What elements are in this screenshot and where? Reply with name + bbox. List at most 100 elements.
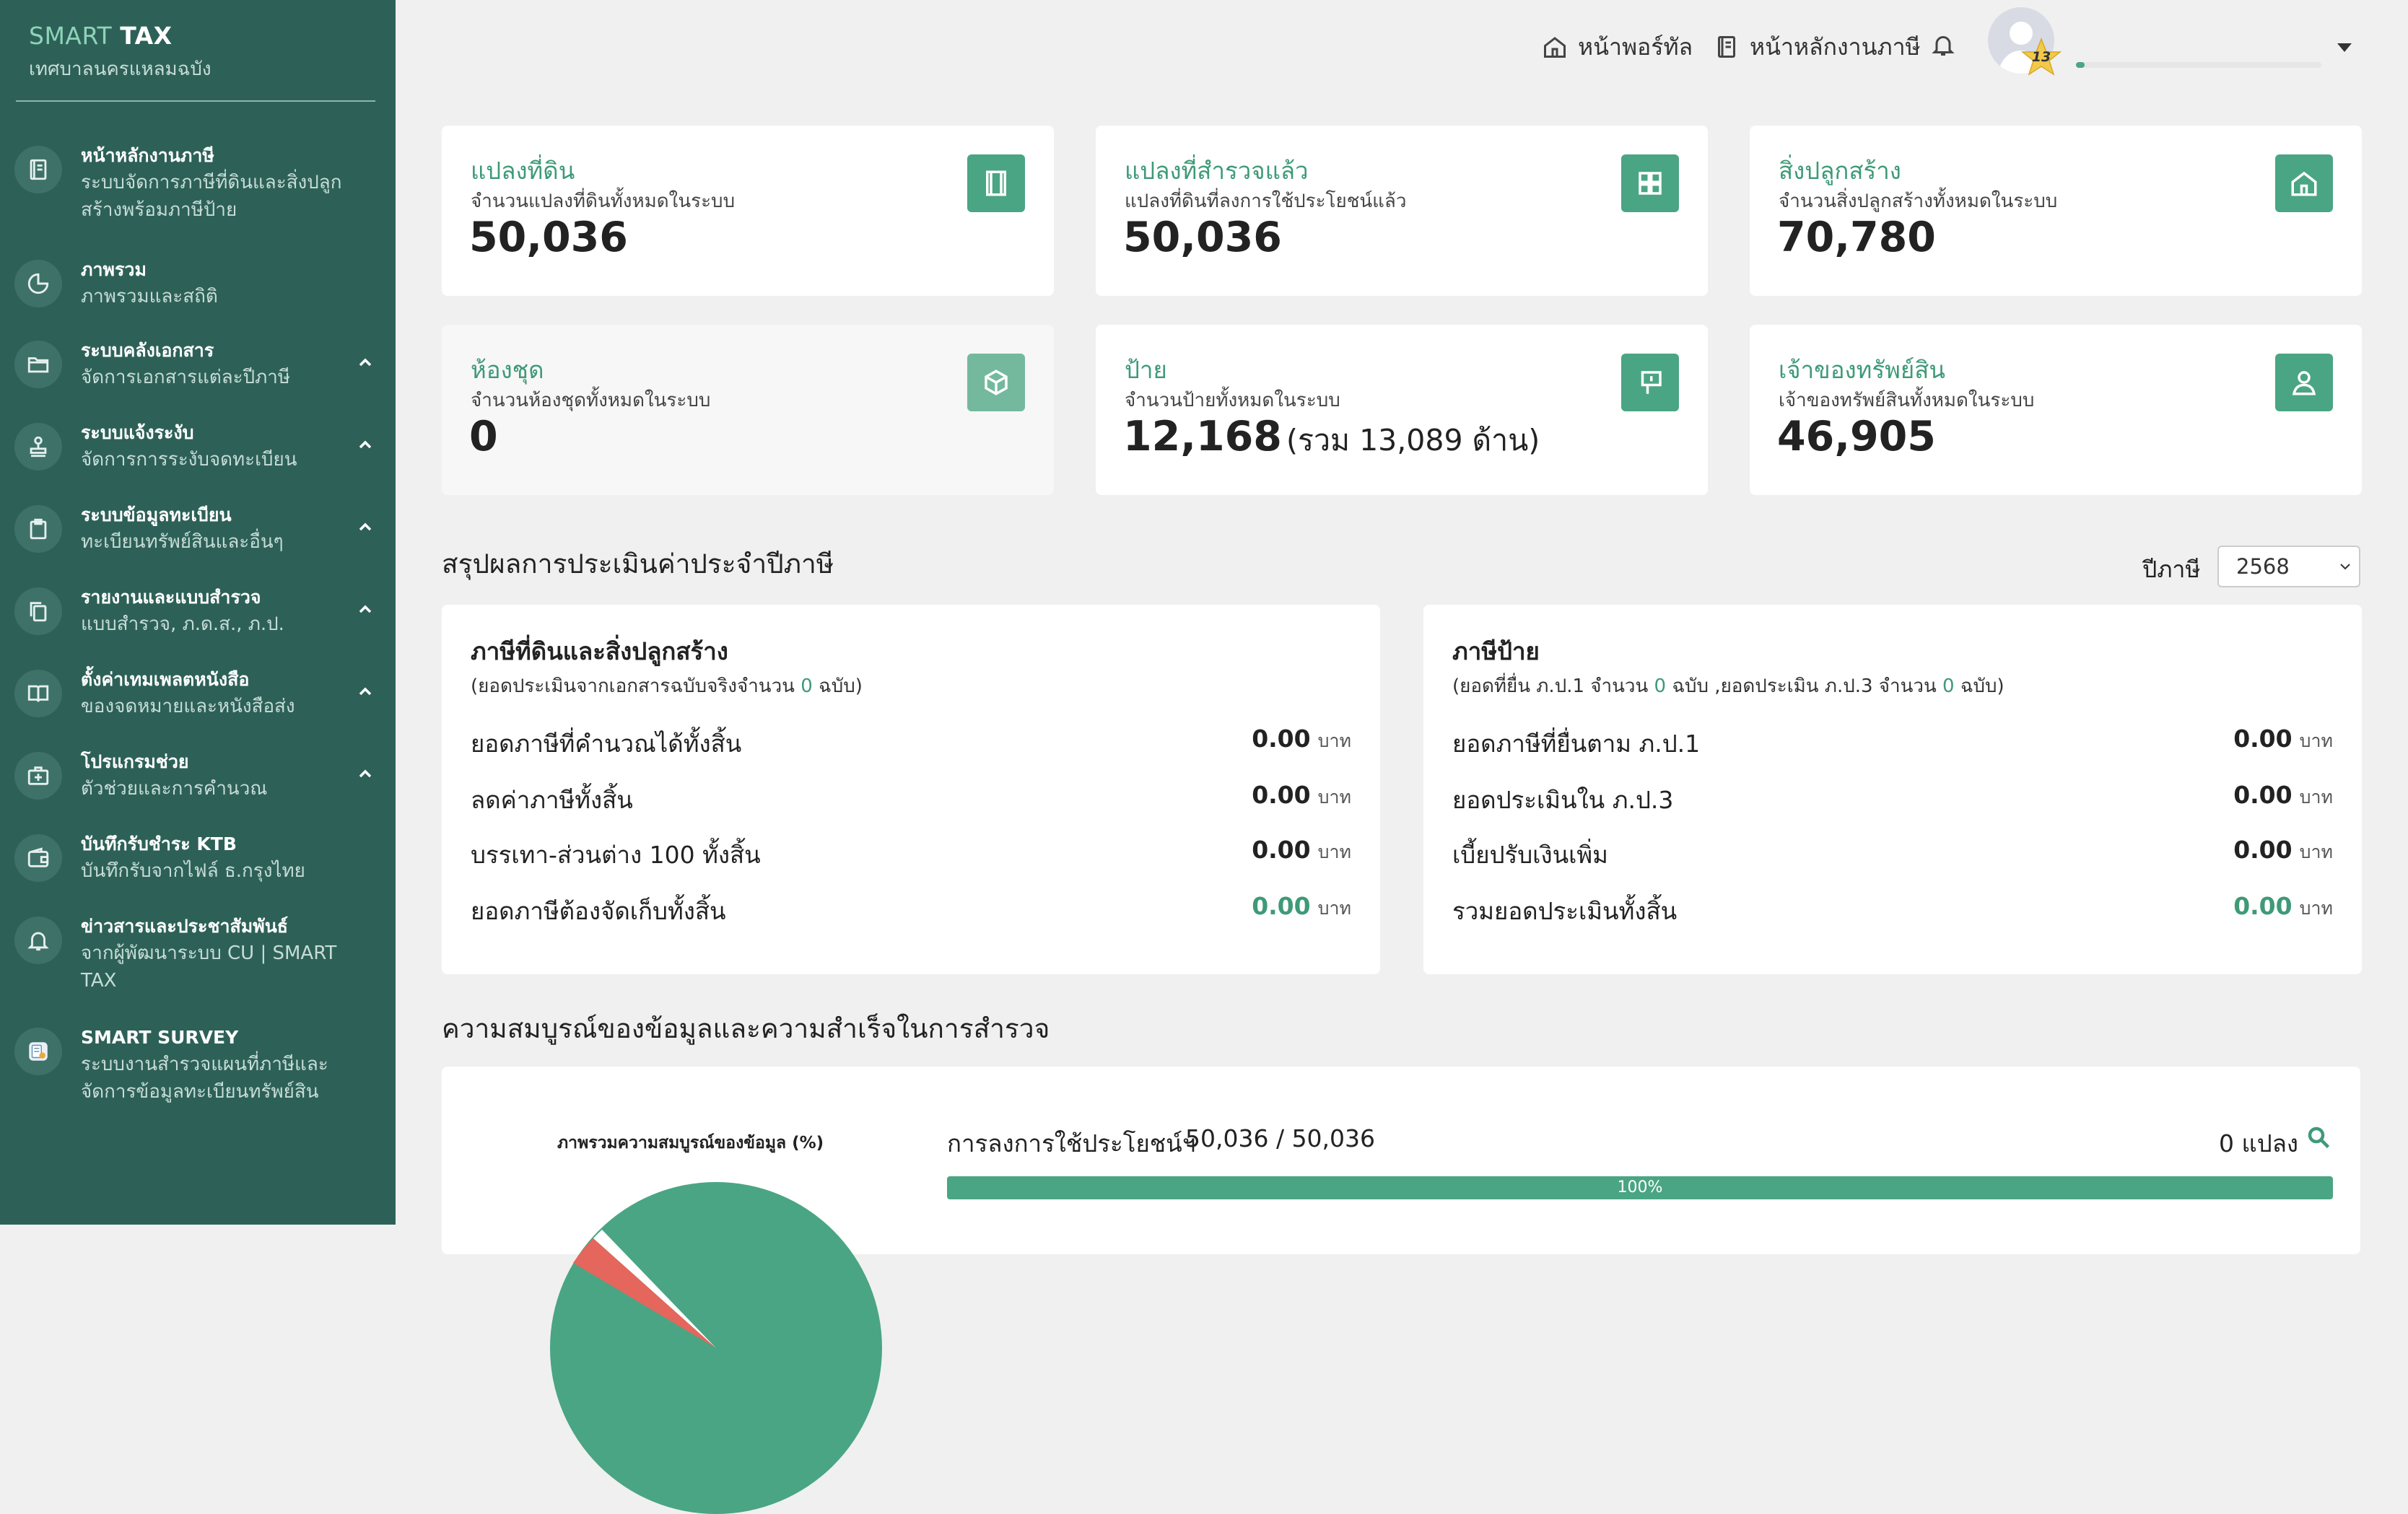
sidebar-item-subtitle: จากผู้พัฒนาระบบ CU | SMART TAX [81,942,337,992]
sidebar-item-title: หน้าหลักงานภาษี [81,145,214,166]
sign-tax-title: ภาษีป้าย [1452,637,1540,665]
house-icon [2275,154,2333,212]
chevron-up-icon[interactable] [357,354,374,371]
sidebar-item-title: ข่าวสารและประชาสัมพันธ์ [81,916,289,937]
chevron-up-icon[interactable] [357,518,374,535]
stat-value: 46,905 [1777,413,1936,460]
stat-subtitle: จำนวนสิ่งปลูกสร้างทั้งหมดในระบบ [1779,191,2058,212]
stat-title: สิ่งปลูกสร้าง [1779,157,1901,185]
completeness-card: ภาพรวมความสมบูรณ์ของข้อมูล (%) การลงการใ… [442,1067,2360,1514]
portal-link[interactable]: หน้าพอร์ทัล [1542,29,1693,65]
pie-chart-icon [14,260,62,307]
chevron-up-icon[interactable] [357,436,374,453]
stat-subtitle: จำนวนห้องชุดทั้งหมดในระบบ [471,390,711,411]
chevron-up-icon[interactable] [357,600,374,618]
sidebar-item-title: บันทึกรับชำระ KTB [81,833,237,854]
brand-title: SMART TAX [29,22,211,50]
land-row-label: ยอดภาษีต้องจัดเก็บทั้งสิ้น [471,897,726,925]
land-tax-title: ภาษีที่ดินและสิ่งปลูกสร้าง [471,637,728,665]
sidebar-item-subtitle: ระบบจัดการภาษีที่ดินและสิ่งปลูกสร้างพร้อ… [81,172,342,221]
sidebar-item-subtitle: แบบสำรวจ, ภ.ด.ส., ภ.ป. [81,613,284,635]
stat-subtitle: จำนวนแปลงที่ดินทั้งหมดในระบบ [471,191,736,212]
chevron-up-icon[interactable] [357,683,374,700]
plots-count: 0 แปลง [2219,1129,2299,1158]
sidebar: SMART TAX เทศบาลนครแหลมฉบัง หน้าหลักงานภ… [0,0,396,1225]
land-tax-note: (ยอดประเมินจากเอกสารฉบับจริงจำนวน 0 ฉบับ… [471,675,863,697]
stat-value: 0 [469,413,498,460]
xp-progress-bar [2076,62,2321,68]
stat-card-surveyed-plots[interactable]: แปลงที่สำรวจแล้ว แปลงที่ดินที่ลงการใช้ปร… [1096,126,1708,296]
stat-extra: (รวม 13,089 ด้าน) [1286,423,1540,458]
stamp-icon [14,423,62,471]
sidebar-item-subtitle: บันทึกรับจากไฟล์ ธ.กรุงไทย [81,860,305,882]
stat-title: เจ้าของทรัพย์สิน [1779,356,1945,384]
stat-value: 12,168 (รวม 13,089 ด้าน) [1123,413,1540,464]
completeness-chart-label: ภาพรวมความสมบูรณ์ของข้อมูล (%) [557,1134,824,1152]
book-icon [14,146,62,193]
copy-icon [14,587,62,635]
sign-row-amount: 0.00 บาท [2233,892,2333,920]
land-tax-card: ภาษีที่ดินและสิ่งปลูกสร้าง (ยอดประเมินจา… [442,605,1380,974]
stat-card-signs[interactable]: ป้าย จำนวนป้ายทั้งหมดในระบบ 12,168 (รวม 1… [1096,325,1708,495]
notification-bell-icon[interactable] [1930,32,1959,61]
search-icon[interactable] [2306,1124,2334,1153]
assessment-title: สรุปผลการประเมินค่าประจำปีภาษี [442,548,834,579]
land-row-label: ยอดภาษีที่คำนวณได้ทั้งสิ้น [471,730,742,758]
usage-progress-bar: 100% [947,1176,2333,1199]
sidebar-divider [16,100,375,102]
bell-icon [14,916,62,964]
wallet-icon [14,834,62,882]
year-value: 2568 [2236,554,2290,579]
stat-card-buildings[interactable]: สิ่งปลูกสร้าง จำนวนสิ่งปลูกสร้างทั้งหมดใ… [1750,126,2362,296]
sidebar-item-subtitle: ตัวช่วยและการคำนวณ [81,778,268,800]
document-icon [967,154,1025,212]
user-icon [2275,354,2333,411]
land-row-amount: 0.00 บาท [1252,892,1351,920]
stat-card-owners[interactable]: เจ้าของทรัพย์สิน เจ้าของทรัพย์สินทั้งหมด… [1750,325,2362,495]
open-book-icon [14,670,62,717]
sign-tax-card: ภาษีป้าย (ยอดที่ยื่น ภ.ป.1 จำนวน 0 ฉบับ … [1423,605,2362,974]
sidebar-item-subtitle: จัดการเอกสารแต่ละปีภาษี [81,367,291,388]
completeness-title: ความสมบูรณ์ของข้อมูลและความสำเร็จในการสำ… [442,1013,1050,1044]
sidebar-item-subtitle: จัดการการระงับจดทะเบียน [81,449,297,471]
sidebar-item-title: รายงานและแบบสำรวจ [81,587,261,608]
stat-value: 50,036 [469,214,628,261]
sidebar-item-title: ระบบคลังเอกสาร [81,340,214,361]
book-icon [1718,36,1735,58]
stat-title: ป้าย [1125,356,1167,384]
chevron-up-icon[interactable] [357,765,374,782]
stat-subtitle: จำนวนป้ายทั้งหมดในระบบ [1125,390,1340,411]
cube-icon [967,354,1025,411]
sign-row-label: ยอดภาษีที่ยื่นตาม ภ.ป.1 [1452,730,1701,758]
stat-subtitle: เจ้าของทรัพย์สินทั้งหมดในระบบ [1779,390,2035,411]
clipboard-icon [14,505,62,553]
completeness-pie-chart [550,1182,882,1514]
year-select[interactable]: 2568 [2217,546,2360,587]
sidebar-item-subtitle: ภาพรวมและสถิติ [81,286,218,307]
year-label: ปีภาษี [2142,556,2201,583]
sign-row-amount: 0.00 บาท [2233,781,2333,809]
stat-card-land-plots[interactable]: แปลงที่ดิน จำนวนแปลงที่ดินทั้งหมดในระบบ … [442,126,1054,296]
grid-icon [1621,154,1679,212]
sign-row-amount: 0.00 บาท [2233,836,2333,864]
level-star-icon: 13 [2020,37,2062,76]
stat-value: 50,036 [1123,214,1282,261]
stat-number: 50,036 [1123,214,1282,261]
home-icon [1544,37,1566,58]
stat-card-condos[interactable]: ห้องชุด จำนวนห้องชุดทั้งหมดในระบบ 0 [442,325,1054,495]
tax-home-link[interactable]: หน้าหลักงานภาษี [1714,29,1921,65]
folder-icon [14,341,62,388]
stat-number: 0 [469,413,498,460]
sidebar-item-tax-home[interactable]: หน้าหลักงานภาษี ระบบจัดการภาษีที่ดินและส… [0,143,396,229]
progress-text: 100% [1617,1178,1663,1196]
sidebar-item-title: ภาพรวม [81,259,147,280]
tax-home-label: หน้าหลักงานภาษี [1750,32,1921,61]
sign-row-label: รวมยอดประเมินทั้งสิ้น [1452,897,1678,925]
sign-row-label: ยอดประเมินใน ภ.ป.3 [1452,786,1674,814]
medical-kit-icon [14,752,62,800]
user-menu-caret-icon[interactable] [2336,40,2353,55]
brand[interactable]: SMART TAX เทศบาลนครแหลมฉบัง [29,22,211,84]
level-number: 13 [2031,49,2051,65]
sign-row-label: เบี้ยปรับเงินเพิ่ม [1452,841,1608,869]
stat-title: แปลงที่ดิน [471,157,575,185]
